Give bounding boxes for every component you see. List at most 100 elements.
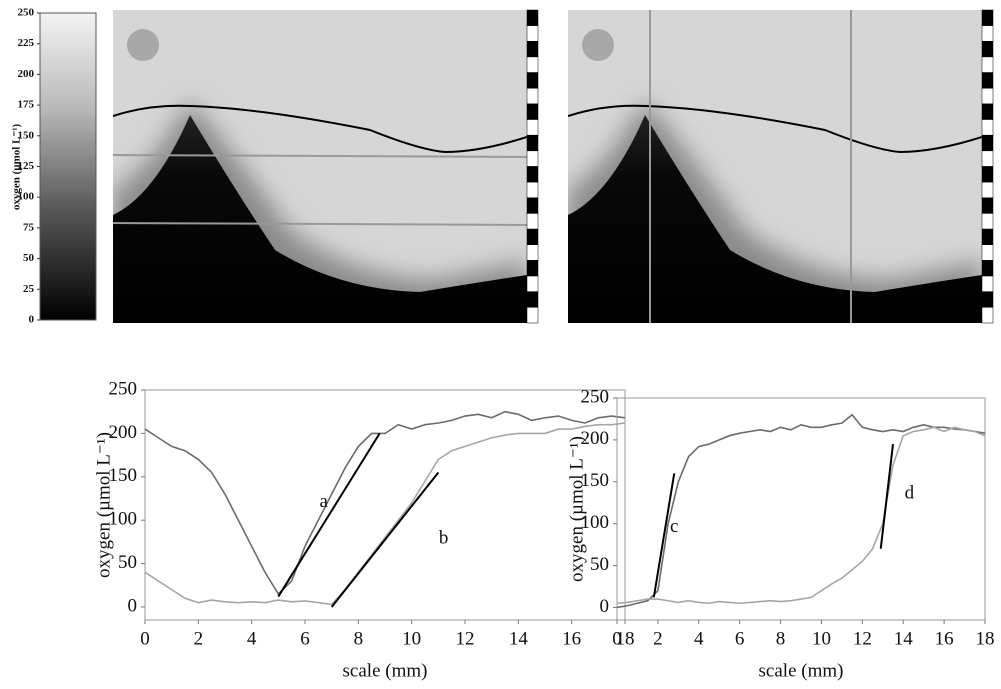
scale-square <box>981 41 994 58</box>
x-tick-label: 4 <box>247 628 257 649</box>
scale-square <box>526 119 539 136</box>
x-tick-label: 6 <box>300 628 310 649</box>
scale-square <box>981 166 994 183</box>
scale-square <box>981 88 994 105</box>
plot-frame <box>144 389 626 621</box>
annotation: b <box>439 528 449 549</box>
scale-square <box>981 181 994 199</box>
y-tick-label: 50 <box>118 552 137 573</box>
y-tick-label: 125 <box>18 160 35 172</box>
y-tick-label: 150 <box>18 129 35 141</box>
scale-square <box>981 119 994 136</box>
colorbar-label: oxygen (µmol L⁻¹) <box>11 124 23 211</box>
scale-square <box>526 150 539 167</box>
y-tick-label: 200 <box>581 428 610 449</box>
scale-square <box>526 103 539 120</box>
annotation: c <box>670 516 678 537</box>
scale-square <box>526 41 539 58</box>
x-tick-label: 14 <box>894 628 914 649</box>
y-tick-label: 50 <box>590 554 609 575</box>
scale-square <box>981 213 994 230</box>
scale-square <box>981 72 994 89</box>
x-tick-label: 4 <box>694 628 704 649</box>
y-tick-label: 0 <box>600 596 610 617</box>
x-tick-label: 16 <box>562 628 581 649</box>
y-tick-label: 150 <box>109 465 138 486</box>
scale-square <box>526 260 539 277</box>
series-line <box>144 422 626 606</box>
optode-image-right <box>568 10 982 323</box>
y-tick-label: 100 <box>18 191 35 203</box>
y-tick-label: 200 <box>18 68 35 80</box>
colorbar: oxygen (µmol L⁻¹) 0 25 50 75 100 125 150 175 200… <box>11 7 97 326</box>
fit-line <box>652 473 676 598</box>
scale-square <box>981 197 994 214</box>
y-tick-label: 250 <box>109 378 138 399</box>
scale-strip <box>526 9 994 324</box>
scale-square <box>981 244 994 261</box>
x-tick-label: 10 <box>402 628 421 649</box>
scale-square <box>526 291 539 308</box>
x-axis-label: scale (mm) <box>759 660 844 681</box>
scale-square <box>526 228 539 246</box>
scale-square <box>526 25 539 42</box>
scale-square <box>526 213 539 230</box>
x-tick-label: 16 <box>935 628 954 649</box>
scale-square <box>981 9 994 26</box>
y-tick-label: 75 <box>23 221 35 233</box>
scale-square <box>526 166 539 183</box>
annotation: d <box>905 483 915 504</box>
scale-square <box>981 260 994 277</box>
scale-square <box>526 9 539 26</box>
x-tick-label: 14 <box>509 628 529 649</box>
y-tick-label: 25 <box>23 283 35 295</box>
x-axis-label: scale (mm) <box>343 660 428 681</box>
y-tick-label: 100 <box>581 512 610 533</box>
x-tick-label: 8 <box>354 628 364 649</box>
scale-square <box>526 181 539 199</box>
y-axis-label: oxygen (µmol L⁻¹) <box>93 432 114 578</box>
scale-square <box>981 307 994 324</box>
x-tick-label: 18 <box>616 628 635 649</box>
scale-square <box>981 134 994 152</box>
scale-square <box>981 56 994 73</box>
y-tick-label: 0 <box>128 595 138 616</box>
annotation: a <box>319 491 328 512</box>
y-tick-label: 0 <box>29 314 35 326</box>
scale-square <box>526 72 539 89</box>
x-tick-label: 6 <box>735 628 745 649</box>
x-tick-label: 18 <box>976 628 995 649</box>
y-tick-label: 200 <box>109 422 138 443</box>
scale-square <box>981 228 994 246</box>
scale-square <box>526 56 539 73</box>
scale-square <box>526 275 539 292</box>
plot-frame <box>616 397 986 621</box>
fit-line <box>277 432 381 598</box>
scale-square <box>526 307 539 324</box>
series-line <box>616 413 986 609</box>
scale-square <box>981 103 994 120</box>
series-line <box>616 426 986 605</box>
x-tick-label: 2 <box>194 628 204 649</box>
scale-square <box>526 134 539 152</box>
y-axis-label: oxygen (µmol L⁻¹) <box>566 436 587 582</box>
x-tick-label: 10 <box>812 628 831 649</box>
y-tick-label: 250 <box>581 386 610 407</box>
x-tick-label: 2 <box>653 628 663 649</box>
x-tick-label: 12 <box>456 628 475 649</box>
colorbar-gradient <box>39 12 97 321</box>
optode-image-left <box>113 10 527 323</box>
scale-square <box>981 25 994 42</box>
y-tick-label: 150 <box>581 470 610 491</box>
scale-square <box>526 197 539 214</box>
y-tick-label: 175 <box>18 99 35 111</box>
y-tick-label: 225 <box>18 37 35 49</box>
x-tick-label: 0 <box>612 628 622 649</box>
x-tick-label: 8 <box>776 628 786 649</box>
y-tick-label: 100 <box>109 509 138 530</box>
y-tick-label: 50 <box>23 252 35 264</box>
x-tick-label: 0 <box>140 628 150 649</box>
series-line <box>144 410 626 596</box>
x-tick-label: 12 <box>853 628 872 649</box>
